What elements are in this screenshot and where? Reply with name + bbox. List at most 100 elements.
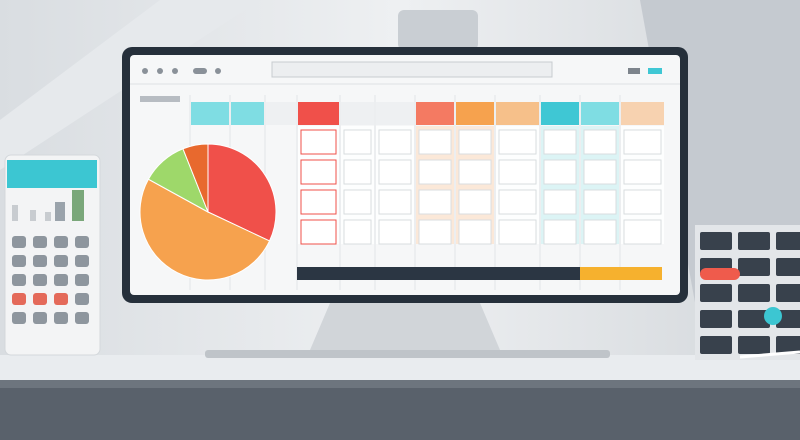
cell: [623, 159, 662, 185]
cell: [458, 189, 492, 215]
header-cell: [621, 102, 664, 125]
calculator-display: [7, 160, 97, 188]
desk-edge: [0, 380, 800, 388]
lamp: [398, 10, 478, 50]
cell: [623, 219, 662, 245]
cell: [378, 219, 412, 245]
address-bar: [271, 61, 553, 78]
cell: [583, 189, 617, 215]
cell: [458, 159, 492, 185]
header-cell: [541, 102, 579, 125]
pie-chart: [139, 143, 277, 281]
timeline-highlight: [580, 267, 662, 280]
cell: [418, 189, 452, 215]
mini-bar: [12, 205, 18, 221]
cell: [343, 189, 372, 215]
desk-top: [0, 355, 800, 380]
key: [700, 284, 732, 302]
header-cell: [341, 102, 374, 125]
pie-slice: [139, 178, 271, 281]
key: [12, 293, 26, 305]
key: [738, 232, 770, 250]
sheet-label: [140, 96, 180, 102]
key: [75, 236, 89, 248]
toolbar-icon: [628, 68, 640, 74]
key: [776, 258, 800, 276]
cell: [300, 159, 337, 185]
cell: [543, 189, 577, 215]
cell: [300, 129, 337, 155]
key: [12, 255, 26, 267]
cell: [458, 129, 492, 155]
window-dot: [142, 68, 148, 74]
header-cell: [266, 102, 296, 125]
key: [33, 312, 47, 324]
pen: [739, 350, 800, 359]
toggle: [700, 268, 740, 280]
key: [700, 336, 732, 354]
window-dot: [215, 68, 221, 74]
cell: [418, 219, 452, 245]
cell: [343, 159, 372, 185]
cell: [543, 129, 577, 155]
key: [33, 236, 47, 248]
key: [33, 255, 47, 267]
cell: [623, 129, 662, 155]
header-cell: [191, 102, 229, 125]
window-button: [193, 68, 207, 74]
cell: [543, 219, 577, 245]
key: [738, 310, 770, 328]
cell: [343, 129, 372, 155]
cell: [498, 129, 537, 155]
key: [12, 312, 26, 324]
cell: [300, 189, 337, 215]
cell: [343, 219, 372, 245]
key: [12, 274, 26, 286]
cell: [498, 219, 537, 245]
cell: [378, 159, 412, 185]
desk-front: [0, 380, 800, 440]
header-cell: [456, 102, 494, 125]
cell: [623, 189, 662, 215]
key: [75, 255, 89, 267]
cell: [418, 129, 452, 155]
key: [776, 232, 800, 250]
mini-bar: [72, 190, 84, 221]
header-cell: [231, 102, 264, 125]
window-dot: [157, 68, 163, 74]
cell: [300, 219, 337, 245]
toolbar-icon: [648, 68, 662, 74]
monitor-base: [205, 350, 610, 358]
key: [738, 284, 770, 302]
window-dot: [172, 68, 178, 74]
key: [738, 336, 770, 354]
mini-bar: [45, 212, 51, 221]
key: [75, 274, 89, 286]
key: [75, 312, 89, 324]
header-cell: [416, 102, 454, 125]
spreadsheet: [189, 95, 664, 290]
cell: [498, 189, 537, 215]
header-cell: [581, 102, 619, 125]
pie-slice: [207, 143, 277, 242]
mini-bar: [55, 202, 65, 221]
cell: [458, 219, 492, 245]
key: [54, 274, 68, 286]
key: [54, 312, 68, 324]
key: [700, 232, 732, 250]
mini-bar: [30, 210, 36, 221]
header-cell: [298, 102, 339, 125]
key: [33, 293, 47, 305]
knob: [764, 307, 782, 325]
key: [776, 284, 800, 302]
header-cell: [496, 102, 539, 125]
key: [54, 293, 68, 305]
key: [75, 293, 89, 305]
cell: [378, 189, 412, 215]
cell: [583, 129, 617, 155]
cell: [543, 159, 577, 185]
key: [12, 236, 26, 248]
cell: [498, 159, 537, 185]
key: [33, 274, 47, 286]
